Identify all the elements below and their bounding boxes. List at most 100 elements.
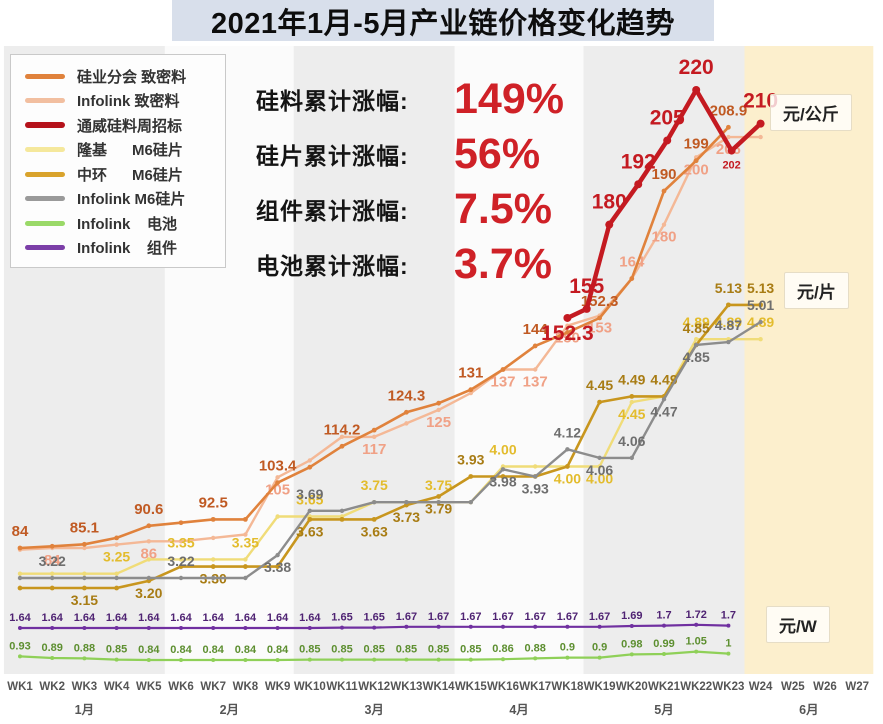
data-point <box>82 656 87 661</box>
data-label: 90.6 <box>134 501 163 518</box>
data-point <box>82 545 87 551</box>
data-point <box>49 543 55 549</box>
data-label: 4.87 <box>715 317 742 333</box>
week-label: WK18 <box>551 681 584 693</box>
month-label: 3月 <box>364 703 383 717</box>
data-point <box>114 626 119 630</box>
week-label: WK8 <box>233 681 259 693</box>
data-label: 1.64 <box>202 612 224 624</box>
data-point <box>211 575 216 581</box>
data-label: 1.64 <box>106 612 128 624</box>
data-label: 1.64 <box>170 612 192 624</box>
data-point <box>146 575 151 581</box>
data-label: 1.64 <box>9 612 31 624</box>
data-point <box>565 655 570 660</box>
data-point <box>307 464 313 470</box>
data-point <box>340 657 344 662</box>
data-point <box>500 367 506 372</box>
data-label: 3.69 <box>296 486 323 502</box>
data-label: 5.13 <box>715 280 742 296</box>
data-point <box>178 575 184 581</box>
data-point <box>533 656 538 661</box>
data-point <box>82 541 87 547</box>
data-point <box>307 657 312 662</box>
data-point <box>210 564 216 569</box>
data-point <box>339 434 345 440</box>
legend-swatch <box>25 196 65 202</box>
stat-label: 硅片累计涨幅: <box>256 143 409 169</box>
month-label: 4月 <box>509 703 528 717</box>
data-point <box>727 146 736 155</box>
data-label: 202 <box>722 160 740 172</box>
data-point <box>758 336 763 342</box>
data-label: 3.93 <box>457 451 484 467</box>
data-point <box>243 658 248 662</box>
data-point <box>82 571 87 576</box>
series-line <box>18 320 762 580</box>
data-label: 0.93 <box>9 640 30 652</box>
legend-swatch <box>25 73 65 79</box>
data-label: 1.64 <box>74 612 96 624</box>
data-point <box>694 622 699 627</box>
data-point <box>178 564 184 569</box>
month-band <box>583 46 745 674</box>
data-point <box>146 523 152 529</box>
data-point <box>114 542 119 547</box>
data-point <box>114 585 119 591</box>
week-label: WK17 <box>519 681 551 693</box>
data-point <box>436 407 441 413</box>
data-label: 0.84 <box>170 644 192 656</box>
data-point <box>468 387 474 393</box>
data-label: 190 <box>651 166 676 183</box>
week-label: WK5 <box>136 681 162 693</box>
data-point <box>662 652 666 656</box>
data-point <box>436 624 441 629</box>
data-point <box>629 455 634 461</box>
week-label: WK21 <box>648 681 681 693</box>
data-label: 4.89 <box>715 314 742 330</box>
data-point <box>211 658 216 662</box>
data-label: 3.15 <box>71 592 98 608</box>
data-point <box>468 500 473 505</box>
legend-item: Infolink 组件 <box>19 236 217 261</box>
data-label: 1.67 <box>460 611 481 623</box>
data-point <box>114 657 119 662</box>
data-point <box>629 624 634 628</box>
month-band <box>454 46 584 674</box>
data-label: 0.98 <box>621 638 642 650</box>
week-label: WK1 <box>7 681 33 693</box>
data-label: 0.85 <box>363 644 384 656</box>
series-line <box>18 135 762 551</box>
stat-label: 硅料累计涨幅: <box>256 88 409 114</box>
data-point <box>726 302 731 308</box>
legend-item-label: Infolink M6硅片 <box>77 191 186 209</box>
data-point <box>468 474 474 479</box>
data-point <box>17 571 23 576</box>
week-label: W25 <box>781 681 805 693</box>
data-point <box>371 516 377 522</box>
legend-item-label: 硅业分会 致密料 <box>77 68 187 86</box>
data-label: 4.47 <box>650 403 677 419</box>
data-point <box>468 390 473 396</box>
data-point <box>211 626 216 630</box>
data-point <box>371 427 377 433</box>
stat-row: 硅片累计涨幅: 56% <box>256 131 564 177</box>
legend-item-label: 隆基 M6硅片 <box>77 142 183 160</box>
series-zhonghuan-m6: 3.153.203.303.633.633.733.793.934.454.49… <box>17 280 774 608</box>
data-label: 3.20 <box>135 585 162 601</box>
data-point <box>372 434 377 440</box>
data-point <box>404 421 409 426</box>
data-label: 0.84 <box>202 644 224 656</box>
data-point <box>404 409 409 415</box>
data-label: 1.72 <box>685 609 706 621</box>
data-point <box>243 532 248 537</box>
data-label: 124.3 <box>388 387 426 404</box>
data-point <box>82 575 87 581</box>
data-label: 0.85 <box>396 644 417 656</box>
legend-swatch <box>25 245 65 251</box>
data-point <box>634 180 643 189</box>
data-point <box>211 557 216 562</box>
series-infolink-dense: 8486105117125137137150153164180200206 <box>17 134 763 569</box>
data-label: 3.63 <box>296 523 323 539</box>
data-point <box>468 657 473 662</box>
